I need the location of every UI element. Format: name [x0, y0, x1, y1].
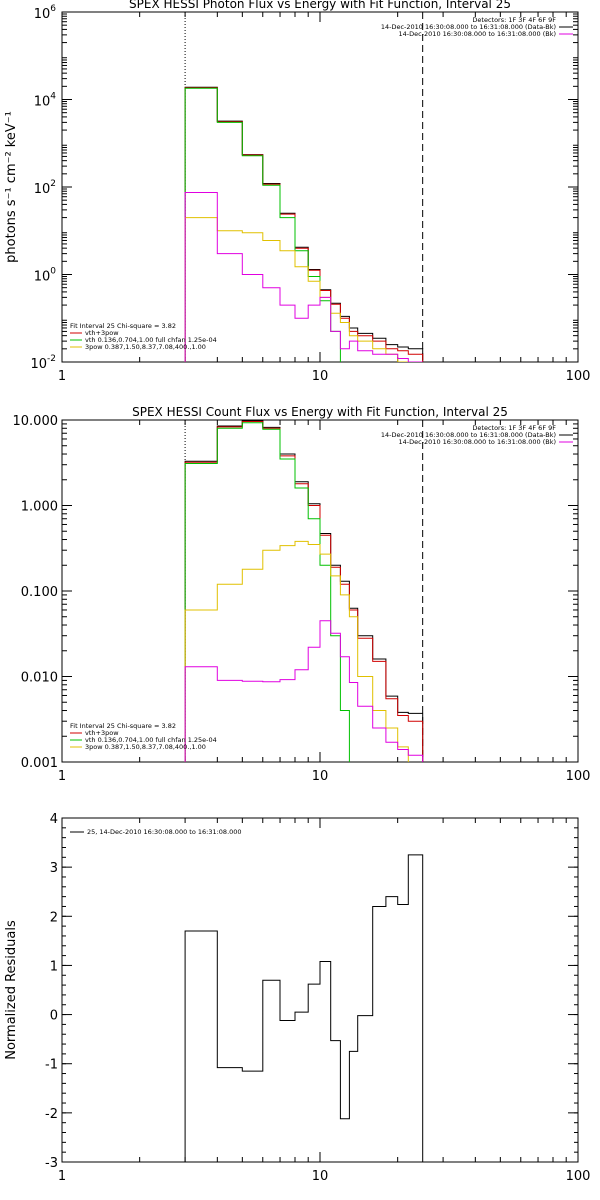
series-3-histogram [184, 422, 424, 762]
legend-text: vth+3pow [85, 729, 119, 737]
x-tick-label: 1 [58, 1169, 66, 1184]
y-tick-label: 102 [34, 179, 56, 197]
x-tick-label: 100 [566, 1169, 591, 1184]
x-tick-label: 1 [58, 369, 66, 384]
y-tick-label: 0.100 [21, 585, 58, 600]
x-tick-label: 10 [312, 769, 329, 784]
header-text: Detectors: 1F 3F 4F 6F 9F [472, 424, 556, 432]
legend-text: Fit Interval 25 Chi-square = 3.82 [70, 722, 176, 730]
x-tick-label: 1 [58, 769, 66, 784]
legend-text: 3pow 0.387,1.50,8.37,7.08,400.,1.00 [85, 343, 206, 351]
panel-3: 1 10 100 -3 -2 -1 0 1 2 3 4 Normalized Residuals 25,… [4, 812, 590, 1184]
y-axis-label: Normalized Residuals [4, 920, 19, 1060]
x-tick-label: 100 [566, 369, 591, 384]
y-axis-label: photons s⁻¹ cm⁻² keV⁻¹ [4, 111, 19, 263]
y-tick-label: 0 [50, 1009, 58, 1024]
y-tick-label: 1 [50, 959, 58, 974]
header-text: 14-Dec-2010 16:30:08.000 to 16:31:08.000… [399, 438, 557, 446]
x-tick-label: 10 [312, 1169, 329, 1184]
x-tick-label: 100 [566, 769, 591, 784]
y-tick-label: 0.010 [21, 671, 58, 686]
y-tick-label: 106 [34, 4, 57, 22]
series-5-histogram [184, 192, 423, 362]
legend-text: 25, 14-Dec-2010 16:30:08.000 to 16:31:08… [87, 828, 242, 836]
chart-title: SPEX HESSI Photon Flux vs Energy with Fi… [129, 0, 511, 11]
y-tick-label: 3 [50, 861, 58, 876]
series-5-histogram [184, 620, 424, 762]
series-4-histogram [184, 540, 424, 762]
y-tick-label: 10.000 [13, 414, 59, 429]
legend-text: vth+3pow [85, 329, 119, 337]
y-tick-label: -3 [45, 1156, 58, 1171]
y-tick-label: 4 [50, 812, 58, 827]
panel-2: SPEX HESSI Count Flux vs Energy with Fit… [13, 405, 591, 784]
y-tick-label: 100 [34, 267, 57, 285]
y-tick-label: 104 [34, 92, 57, 110]
header-text: 14-Dec-2010 16:30:08.000 to 16:31:08.000… [381, 23, 556, 31]
y-tick-label: -1 [45, 1058, 58, 1073]
series-2-histogram [184, 421, 424, 762]
y-tick-label: 1.000 [21, 500, 58, 515]
chart-title: SPEX HESSI Count Flux vs Energy with Fit… [132, 405, 508, 419]
panel-1: SPEX HESSI Photon Flux vs Energy with Fi… [4, 0, 591, 384]
header-text: Detectors: 1F 3F 4F 6F 9F [472, 16, 556, 24]
y-tick-label: -2 [45, 1107, 58, 1122]
legend-text: Fit Interval 25 Chi-square = 3.82 [70, 322, 176, 330]
x-tick-label: 10 [312, 369, 329, 384]
y-tick-label: 2 [50, 910, 58, 925]
y-tick-label: 10-2 [30, 354, 56, 372]
legend-text: 3pow 0.387,1.50,8.37,7.08,400.,1.00 [85, 743, 206, 751]
legend-text: vth 0.136,0.704,1.00 full chfan 1.25e-04 [85, 736, 217, 744]
header-text: 14-Dec-2010 16:30:08.000 to 16:31:08.000… [399, 30, 557, 38]
legend-text: vth 0.136,0.704,1.00 full chfan 1.25e-04 [85, 336, 217, 344]
header-text: 14-Dec-2010 16:30:08.000 to 16:31:08.000… [381, 431, 556, 439]
y-tick-label: 0.001 [21, 756, 58, 771]
series-1-histogram [184, 854, 424, 1162]
